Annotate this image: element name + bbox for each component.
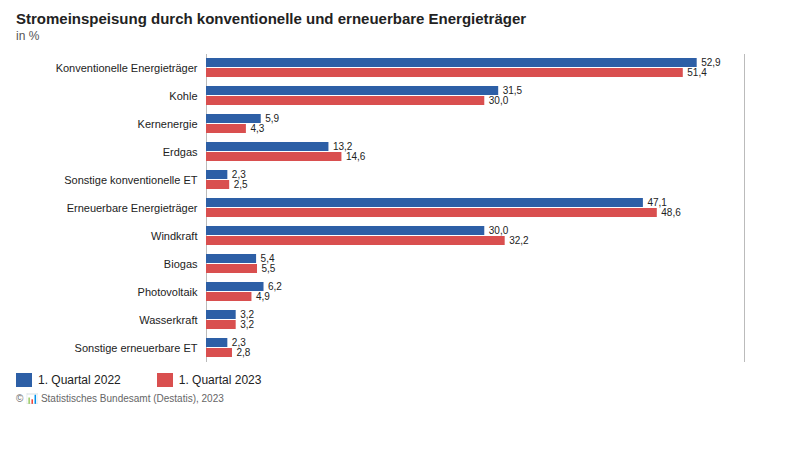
svg-text:30,0: 30,0 (489, 225, 509, 236)
svg-text:6,2: 6,2 (268, 281, 282, 292)
svg-text:3,2: 3,2 (240, 309, 255, 321)
svg-text:30,0: 30,0 (489, 95, 509, 106)
svg-text:4,9: 4,9 (256, 291, 270, 302)
svg-text:52,9: 52,9 (701, 57, 721, 69)
svg-text:Kohle: Kohle (169, 90, 197, 102)
svg-text:2,3: 2,3 (231, 337, 246, 349)
svg-text:2,5: 2,5 (234, 179, 248, 190)
svg-text:Konventionelle Energieträger: Konventionelle Energieträger (56, 62, 198, 74)
svg-text:2,8: 2,8 (236, 347, 250, 358)
svg-text:Biogas: Biogas (164, 258, 198, 270)
svg-text:31,5: 31,5 (502, 85, 523, 97)
svg-text:48,6: 48,6 (661, 207, 681, 218)
svg-text:32,2: 32,2 (509, 235, 529, 246)
svg-text:Sonstige konventionelle ET: Sonstige konventionelle ET (64, 174, 198, 186)
svg-text:Photovoltaik: Photovoltaik (138, 286, 198, 298)
svg-text:Sonstige erneuerbare ET: Sonstige erneuerbare ET (75, 342, 198, 354)
svg-text:4,3: 4,3 (250, 123, 264, 134)
svg-text:5,5: 5,5 (262, 263, 276, 274)
html-text:1. Quartal 2022: 1. Quartal 2022 (38, 373, 121, 387)
svg-text:2,3: 2,3 (231, 169, 246, 181)
svg-text:Erneuerbare Energieträger: Erneuerbare Energieträger (67, 202, 198, 214)
svg-text:51,4: 51,4 (687, 67, 707, 78)
html-text:© 📊 Statistisches Bundesamt (D: © 📊 Statistisches Bundesamt (Destatis), … (16, 393, 224, 404)
html-text:1. Quartal 2023: 1. Quartal 2023 (178, 373, 262, 387)
svg-text:3,2: 3,2 (240, 319, 254, 330)
svg-text:5,9: 5,9 (265, 113, 279, 124)
svg-text:14,6: 14,6 (346, 151, 366, 162)
svg-text:Kernenergie: Kernenergie (138, 118, 198, 130)
svg-text:Wasserkraft: Wasserkraft (139, 314, 197, 326)
svg-text:Erdgas: Erdgas (163, 146, 198, 158)
html-text:Stromeinspeisung durch konvent: Stromeinspeisung durch konventionelle un… (16, 10, 527, 27)
html-text:in %: in % (16, 29, 40, 43)
svg-text:Windkraft: Windkraft (151, 230, 197, 242)
svg-text:13,2: 13,2 (332, 141, 353, 153)
svg-text:47,1: 47,1 (647, 197, 667, 209)
svg-text:5,4: 5,4 (260, 253, 275, 265)
